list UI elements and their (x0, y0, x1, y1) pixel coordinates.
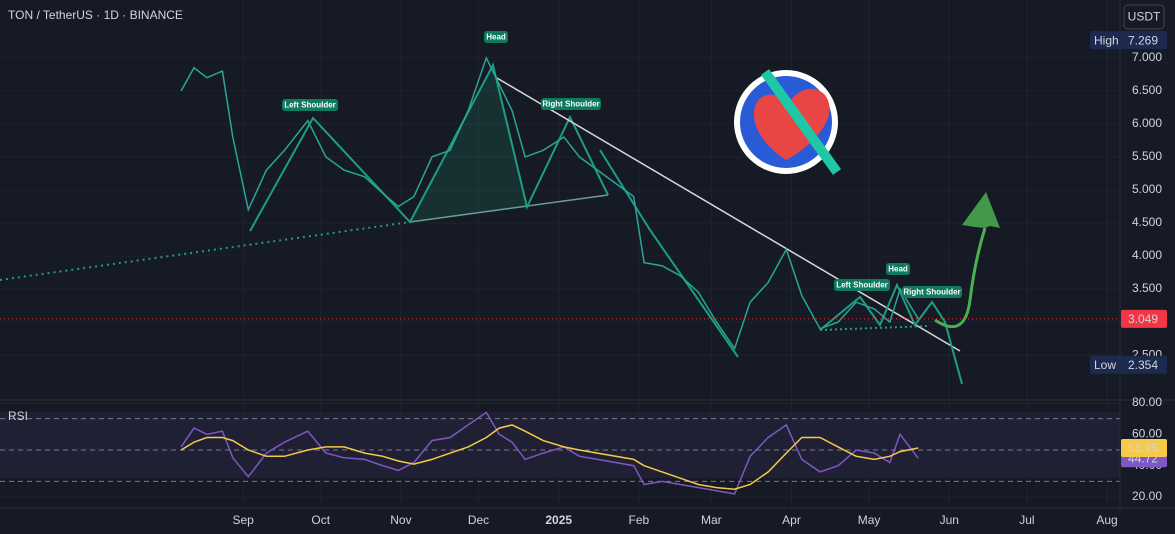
y-tick-label: 60.00 (1132, 426, 1162, 440)
low-label: Low (1094, 358, 1116, 372)
pattern (819, 282, 963, 385)
x-tick-label: Mar (701, 513, 722, 527)
x-tick-label: Dec (468, 513, 489, 527)
x-tick-label: Apr (782, 513, 801, 527)
x-tick-label: Nov (390, 513, 411, 527)
annotation-box (282, 99, 338, 111)
low-box (1090, 355, 1167, 374)
annotation: Head (486, 33, 506, 42)
head-fill (410, 65, 527, 222)
high-box (1090, 31, 1167, 50)
high-value: 7.269 (1128, 33, 1158, 47)
annotation-box (541, 98, 601, 110)
axes: 2.5003.0003.5004.0004.5005.0005.5006.000… (232, 31, 1167, 527)
x-tick-label: 2025 (545, 513, 572, 527)
y-tick-label: 6.500 (1132, 83, 1162, 97)
low-value: 2.354 (1128, 358, 1158, 372)
pattern (249, 62, 609, 232)
pattern (599, 149, 739, 358)
neckline (819, 325, 931, 331)
x-tick-label: Oct (311, 513, 330, 527)
last-value-label: 51.25 (1128, 441, 1158, 455)
currency[interactable]: USDT (1128, 10, 1161, 24)
arrow-head (962, 192, 1000, 228)
annotation-box (834, 279, 890, 291)
last-price-box (1121, 309, 1167, 328)
last-value-box (1121, 439, 1167, 458)
x-tick-label: May (858, 513, 881, 527)
logo-candle (760, 69, 842, 175)
rsi-title: RSI (8, 409, 28, 423)
annotation-box (886, 263, 910, 275)
currency-button[interactable] (1123, 4, 1165, 30)
x-tick-label: Feb (629, 513, 650, 527)
annotations: Left Shoulder Head Right Shoulder Left S… (282, 31, 962, 298)
price-line (180, 424, 919, 490)
x-tick-label: Jul (1019, 513, 1034, 527)
high-label: High (1094, 33, 1119, 47)
grid (0, 0, 1120, 508)
annotation: Right Shoulder (903, 288, 960, 297)
y-tick-label: 20.00 (1132, 489, 1162, 503)
y-tick-label: 7.000 (1132, 50, 1162, 64)
x-tick-label: Sep (232, 513, 254, 527)
y-tick-label: 5.000 (1132, 182, 1162, 196)
drawings (0, 62, 1000, 385)
last-price-label: 3.049 (1128, 312, 1158, 326)
price-line (180, 55, 919, 351)
x-tick-label: Aug (1096, 513, 1117, 527)
annotation: Head (888, 265, 908, 274)
y-tick-label: 80.00 (1132, 395, 1162, 409)
arrow (934, 227, 987, 329)
series (0, 55, 1120, 495)
annotation: Left Shoulder (836, 281, 888, 290)
title: TON / TetherUS · 1D · BINANCE (8, 8, 183, 22)
y-tick-label: 3.500 (1132, 281, 1162, 295)
y-tick-label: 5.500 (1132, 149, 1162, 163)
price-line (180, 411, 919, 495)
annotation-box (484, 31, 508, 43)
annotation-box (902, 286, 962, 298)
logo (734, 69, 842, 175)
y-tick-label: 4.000 (1132, 248, 1162, 262)
annotation: Left Shoulder (284, 101, 336, 110)
x-tick-label: Jun (940, 513, 959, 527)
trend-line (496, 77, 961, 352)
y-tick-label: 4.500 (1132, 215, 1162, 229)
y-tick-label: 6.000 (1132, 116, 1162, 130)
neckline (409, 194, 609, 223)
annotation: Right Shoulder (542, 100, 599, 109)
